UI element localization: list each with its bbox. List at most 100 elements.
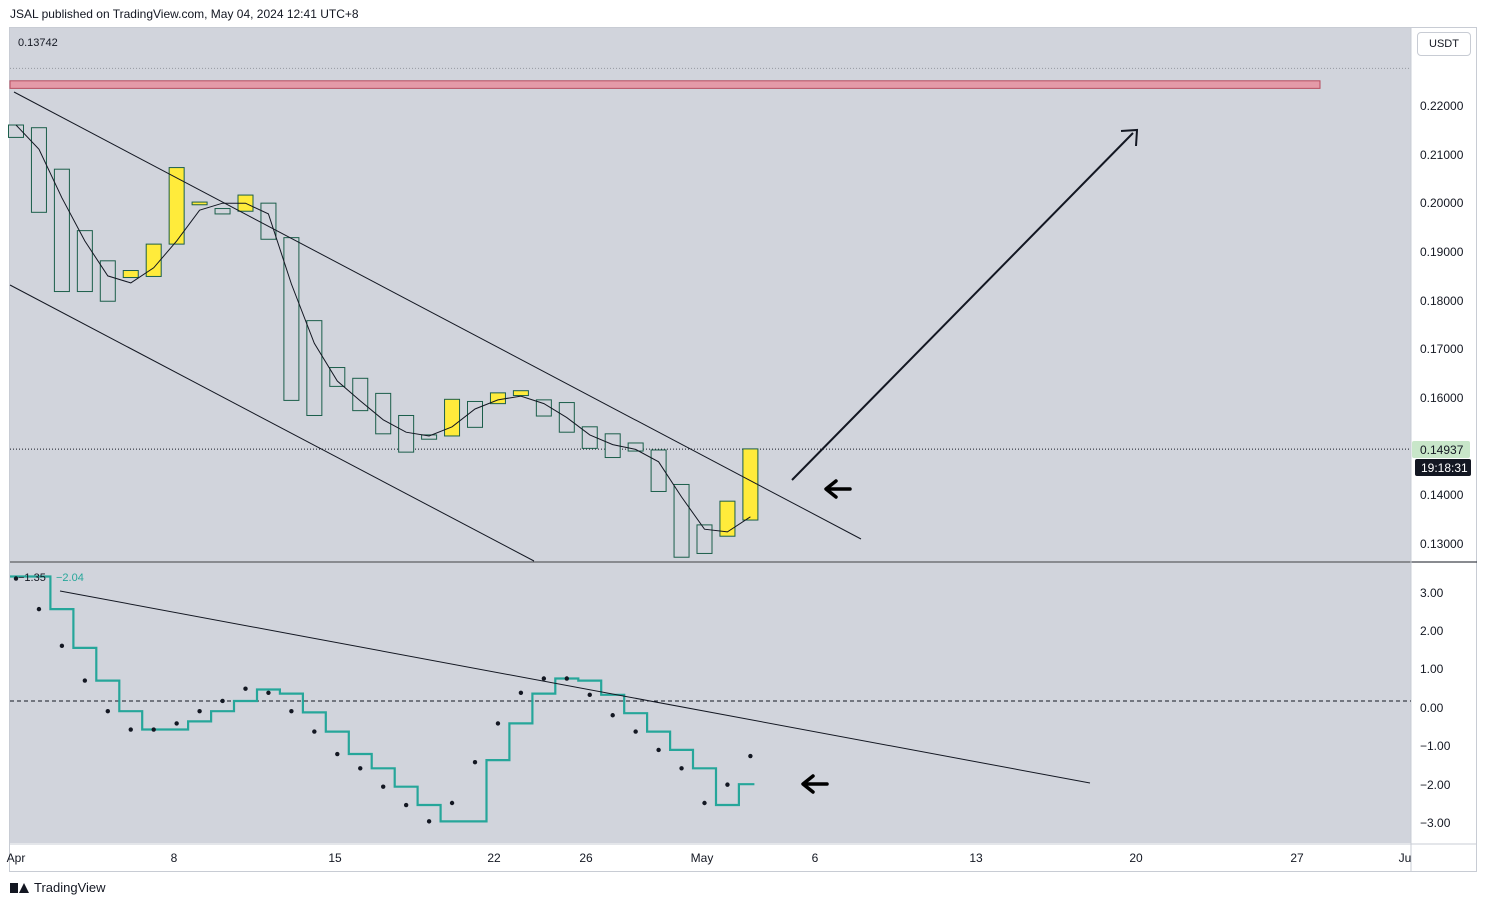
candle[interactable]: [30, 127, 47, 213]
indicator-dot: [220, 698, 225, 704]
price-axis-tick: 0.21000: [1420, 148, 1464, 162]
indicator-dot: [403, 802, 409, 808]
candle[interactable]: [122, 270, 139, 279]
candle[interactable]: [191, 201, 208, 206]
indicator-dot: [266, 690, 271, 695]
time-axis-tick: May: [691, 851, 714, 865]
target-arrow-head-icon: [1120, 128, 1139, 147]
last-price-label-bg: [1412, 441, 1470, 458]
price-axis-tick: 0.22000: [1420, 99, 1464, 113]
candle[interactable]: [214, 208, 231, 215]
candle[interactable]: [283, 237, 300, 401]
target-arrow-shaft[interactable]: [791, 132, 1134, 481]
indicator-step-line[interactable]: [10, 575, 755, 823]
indicator-dot: [449, 800, 455, 806]
indicator-dot: [679, 766, 684, 771]
price-axis-tick: 0.19000: [1420, 245, 1464, 259]
indicator-pane-bg: [10, 563, 1411, 843]
resistance-zone[interactable]: [9, 80, 1321, 89]
moving-average-line[interactable]: [15, 124, 751, 533]
indicator-dot: [151, 727, 156, 732]
time-axis-tick: Apr: [7, 851, 26, 865]
indicator-dot: [564, 676, 569, 681]
candle[interactable]: [650, 449, 667, 492]
time-axis-tick: 13: [969, 851, 983, 865]
indicator-dot: [633, 729, 638, 734]
time-axis-tick: 27: [1290, 851, 1304, 865]
tradingview-logo-icon: [10, 881, 29, 895]
candle[interactable]: [53, 168, 70, 293]
price-axis-tick: 0.14000: [1420, 488, 1464, 502]
indicator-axis[interactable]: 3.00 2.00 1.00 0.00 −1.00 −2.00 −3.00: [1420, 586, 1451, 830]
indicator-dot: [518, 690, 524, 695]
indicator-axis-tick: −3.00: [1420, 816, 1451, 830]
candle[interactable]: [421, 434, 438, 440]
indicator-dot: [13, 576, 19, 581]
time-axis-tick: 6: [812, 851, 819, 865]
indicator-dot: [725, 782, 730, 787]
candle[interactable]: [696, 524, 713, 554]
indicator-axis-tick: −1.00: [1420, 739, 1451, 753]
candle[interactable]: [512, 390, 529, 397]
channel-lower-trendline[interactable]: [9, 284, 535, 562]
price-axis-tick: 0.17000: [1420, 342, 1464, 356]
time-axis-tick: 26: [579, 851, 593, 865]
indicator-dot: [748, 753, 753, 759]
countdown-label: 19:18:31: [1421, 461, 1468, 475]
indicator-axis-tick: 1.00: [1420, 662, 1444, 676]
candle[interactable]: [398, 414, 415, 453]
publisher-header: JSAL published on TradingView.com, May 0…: [10, 7, 359, 21]
candle[interactable]: [260, 202, 277, 240]
indicator-dot: [358, 766, 363, 771]
indicator-left-arrow-icon: [801, 774, 829, 794]
candle[interactable]: [306, 320, 323, 416]
candle[interactable]: [329, 367, 346, 387]
last-price-label: 0.14937: [1420, 443, 1464, 457]
indicator-dot: [541, 676, 547, 681]
countdown-label-bg: [1415, 459, 1471, 476]
indicator-dot: [289, 708, 294, 714]
indicator-axis-tick: 3.00: [1420, 586, 1444, 600]
time-axis-tick: 20: [1129, 851, 1143, 865]
indicator-dot: [82, 678, 88, 683]
indicator-axis-tick: 2.00: [1420, 624, 1444, 638]
candle[interactable]: [145, 243, 162, 277]
time-axis-tick: 22: [487, 851, 501, 865]
indicator-dot: [656, 747, 661, 753]
indicator-dot: [335, 751, 340, 757]
price-axis[interactable]: 0.22000 0.21000 0.20000 0.19000 0.18000 …: [1420, 99, 1464, 551]
price-pane-bg: [10, 28, 1411, 561]
candle[interactable]: [375, 392, 392, 435]
indicator-dot: [312, 729, 317, 734]
channel-upper-trendline[interactable]: [13, 91, 862, 540]
tradingview-logo[interactable]: TradingView: [10, 880, 106, 895]
candle[interactable]: [444, 398, 461, 437]
time-axis-tick: 8: [171, 851, 178, 865]
price-pane-value: 0.13742: [18, 37, 58, 49]
currency-selector[interactable]: USDT: [1417, 32, 1471, 56]
indicator-dot: [128, 727, 133, 732]
indicator-axis-tick: −2.00: [1420, 778, 1451, 792]
candle[interactable]: [719, 500, 736, 537]
candle[interactable]: [627, 442, 644, 452]
candle[interactable]: [76, 230, 93, 293]
candle[interactable]: [168, 167, 185, 245]
price-axis-tick: 0.18000: [1420, 294, 1464, 308]
candle[interactable]: [742, 448, 759, 521]
indicator-legend-value-2: −2.04: [56, 572, 84, 584]
candle[interactable]: [467, 400, 483, 428]
chart-frame: [9, 27, 1477, 872]
indicator-trendline[interactable]: [59, 590, 1091, 784]
price-axis-tick: 0.13000: [1420, 537, 1464, 551]
candle[interactable]: [673, 483, 690, 558]
indicator-dot: [197, 708, 202, 714]
candle[interactable]: [99, 260, 116, 302]
indicator-dot: [105, 708, 111, 714]
price-series-layer: [8, 67, 1411, 558]
indicator-dot: [426, 819, 432, 824]
indicator-dot: [702, 800, 707, 806]
price-left-arrow-icon: [824, 479, 852, 499]
time-axis[interactable]: Apr 8 15 22 26 May 6 13 20 27 Ju: [7, 851, 1412, 865]
time-axis-tick: 15: [328, 851, 342, 865]
